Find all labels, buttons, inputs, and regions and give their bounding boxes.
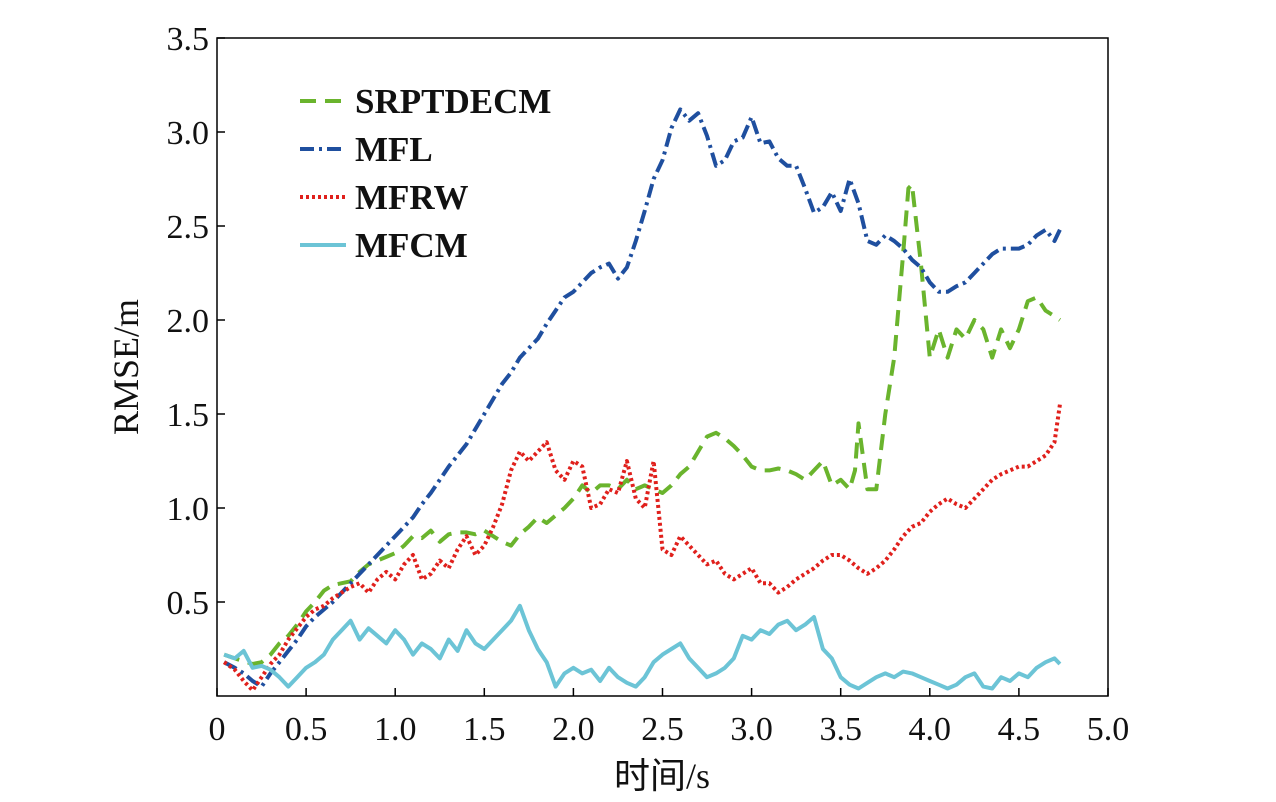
x-tick-label: 3.5 [819,711,862,748]
x-tick-label: 2.5 [641,711,684,748]
x-tick-label: 5.0 [1087,711,1130,748]
x-tick-label: 1.0 [374,711,417,748]
x-axis: 0 0.5 1.0 1.5 2.0 2.5 3.0 3.5 4.0 4.5 5.0 [209,688,1130,748]
y-tick-label: 2.5 [167,209,210,246]
legend-label-mfcm: MFCM [355,226,468,265]
y-tick-label: 3.0 [167,115,210,152]
x-tick-label: 2.0 [552,711,595,748]
y-tick-label: 2.0 [167,303,210,340]
x-tick-label: 1.5 [463,711,506,748]
x-axis-title: 时间/s [614,756,710,796]
y-axis: 0.5 1.0 1.5 2.0 2.5 3.0 3.5 [167,21,225,622]
y-tick-label: 0.5 [167,585,210,622]
x-tick-label: 3.0 [730,711,773,748]
x-tick-label: 0 [209,711,226,748]
series-line-mfl [223,107,1062,689]
plot-frame [216,37,1109,697]
series-line-srptdecm [223,182,1062,666]
legend: SRPTDECM MFL MFRW MFCM [300,82,551,265]
series-lines [222,107,1062,693]
series-line-mfcm [223,603,1062,691]
legend-label-srptdecm: SRPTDECM [355,82,551,121]
y-tick-label: 1.0 [167,491,210,528]
y-axis-title: RMSE/m [106,299,146,435]
legend-label-mfrw: MFRW [355,178,468,217]
x-tick-label: 4.0 [909,711,952,748]
legend-label-mfl: MFL [355,130,433,169]
y-tick-label: 1.5 [167,397,210,434]
x-tick-label: 0.5 [285,711,328,748]
series-line-mfrw [222,404,1062,693]
x-tick-label: 4.5 [998,711,1041,748]
y-tick-label: 3.5 [167,21,210,58]
